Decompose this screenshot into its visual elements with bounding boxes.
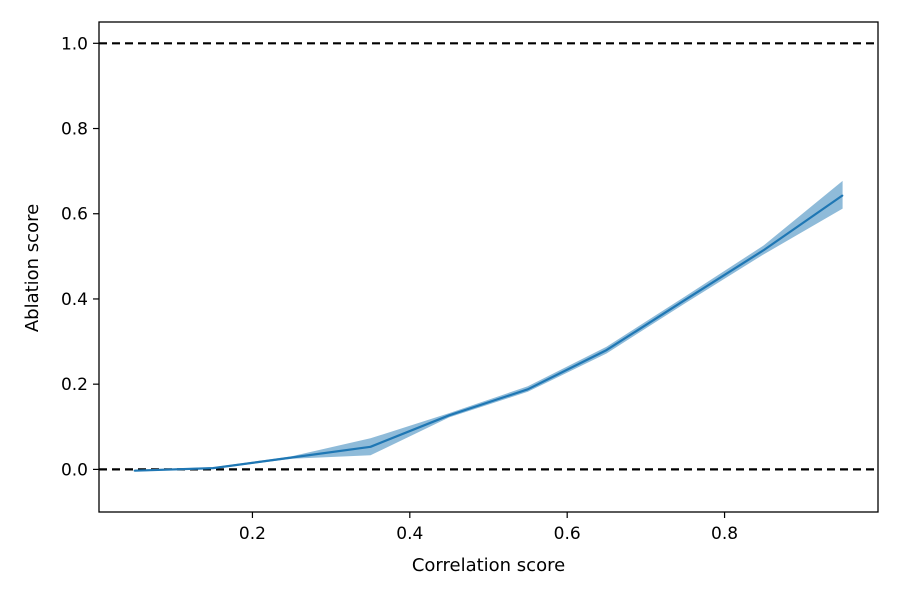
series-line-layer [133,194,844,472]
data-point [763,249,765,251]
series-line-0 [134,194,844,472]
y-axis-label: Ablation score [22,204,43,332]
y-tick-label: 0.0 [61,460,88,480]
y-tick-label: 0.4 [61,290,88,310]
x-tick-label: 0.4 [396,524,423,544]
y-tick-label: 0.2 [61,375,88,395]
y-tick-label: 0.8 [61,120,88,140]
data-point [527,388,529,391]
confidence-band-0 [134,180,843,472]
plot-frame [98,21,879,513]
data-point [448,414,451,417]
x-tick-label: 0.8 [711,524,738,544]
plot-frame-layer [98,21,879,513]
y-tick-label: 1.0 [61,34,88,54]
x-tick-label: 0.6 [554,524,581,544]
data-point [212,467,214,469]
y-axis: 0.0 0.2 0.4 0.6 0.8 1.0 [61,34,99,480]
data-point [133,469,136,472]
data-point [841,194,844,197]
data-point [369,446,372,448]
data-point [605,349,608,351]
x-tick-label: 0.2 [239,524,266,544]
y-tick-label: 0.6 [61,205,88,225]
data-point [291,456,293,459]
data-point [684,299,686,301]
confidence-band-layer [134,180,843,472]
x-axis: 0.2 0.4 0.6 0.8 [239,512,738,544]
x-axis-label: Correlation score [412,555,565,576]
reference-lines-layer [99,42,878,471]
